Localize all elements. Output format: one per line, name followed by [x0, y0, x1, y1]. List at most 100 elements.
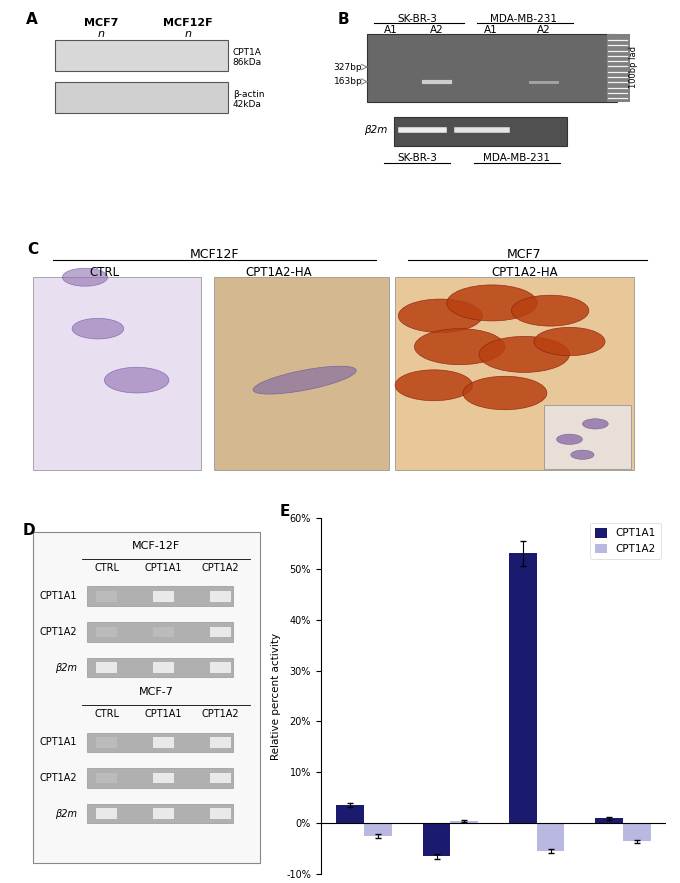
Text: MCF12F: MCF12F	[190, 247, 239, 260]
Circle shape	[395, 370, 473, 401]
Bar	[87, 586, 233, 606]
Bar	[210, 773, 231, 783]
Text: A: A	[26, 12, 38, 27]
Text: MDA-MB-231: MDA-MB-231	[483, 154, 550, 163]
Bar	[337, 805, 364, 823]
Bar	[87, 768, 233, 788]
Text: β2m: β2m	[55, 662, 78, 673]
Text: D: D	[23, 524, 35, 539]
Bar	[97, 627, 118, 638]
Circle shape	[479, 336, 570, 373]
Text: MCF12F: MCF12F	[163, 19, 213, 28]
Text: CPT1A1: CPT1A1	[145, 709, 182, 719]
Bar	[153, 773, 174, 783]
Text: n: n	[98, 29, 105, 39]
Text: CPT1A1: CPT1A1	[145, 562, 182, 573]
Text: CPT1A2: CPT1A2	[201, 709, 239, 719]
Text: CPT1A2: CPT1A2	[39, 627, 78, 637]
Circle shape	[447, 285, 537, 321]
Bar	[97, 591, 118, 601]
Bar	[210, 808, 231, 819]
Text: 163bp: 163bp	[334, 77, 362, 86]
Circle shape	[72, 319, 124, 339]
Bar	[395, 277, 634, 471]
Bar	[153, 627, 174, 638]
Bar	[87, 733, 233, 752]
Circle shape	[511, 295, 589, 326]
Bar	[97, 773, 118, 783]
Bar	[55, 40, 228, 72]
Text: CPT1A1: CPT1A1	[39, 592, 78, 601]
Text: B: B	[337, 12, 349, 27]
Bar	[623, 823, 651, 841]
Legend: CPT1A1, CPT1A2: CPT1A1, CPT1A2	[590, 523, 661, 559]
Bar	[596, 819, 623, 823]
Circle shape	[63, 268, 107, 286]
Bar	[607, 34, 630, 102]
Text: SK-BR-3: SK-BR-3	[397, 154, 437, 163]
Bar	[364, 823, 392, 836]
Text: SK-BR-3: SK-BR-3	[397, 14, 437, 24]
Text: 327bp: 327bp	[334, 63, 362, 72]
Bar	[55, 81, 228, 113]
Bar	[214, 277, 389, 471]
Text: CPT1A
86kDa: CPT1A 86kDa	[233, 48, 262, 67]
Text: A2: A2	[430, 25, 444, 34]
Circle shape	[398, 299, 482, 333]
Bar	[367, 34, 617, 102]
Bar	[153, 808, 174, 819]
Text: β-actin
42kDa: β-actin 42kDa	[233, 89, 265, 109]
Bar	[210, 591, 231, 601]
Text: CPT1A1: CPT1A1	[39, 737, 78, 747]
Circle shape	[556, 434, 583, 444]
Text: CTRL: CTRL	[89, 266, 120, 278]
Bar	[153, 591, 174, 601]
Bar	[87, 622, 233, 642]
Bar	[509, 554, 537, 823]
Bar	[394, 117, 566, 146]
Circle shape	[583, 419, 608, 429]
Circle shape	[571, 450, 594, 459]
Bar	[87, 658, 233, 677]
Circle shape	[414, 328, 505, 365]
Text: MCF7: MCF7	[507, 247, 541, 260]
Text: C: C	[27, 243, 38, 258]
Bar	[544, 404, 631, 469]
Text: MCF-7: MCF-7	[139, 688, 173, 698]
Text: CPT1A2-HA: CPT1A2-HA	[245, 266, 312, 278]
Text: CPT1A2-HA: CPT1A2-HA	[491, 266, 558, 278]
Text: E: E	[279, 503, 290, 518]
Bar	[97, 808, 118, 819]
Text: CPT1A2: CPT1A2	[201, 562, 239, 573]
Bar	[450, 820, 478, 823]
Text: β2m: β2m	[55, 809, 78, 819]
Bar	[87, 804, 233, 823]
Text: n: n	[184, 29, 192, 39]
Text: MCF7: MCF7	[84, 19, 118, 28]
Text: A1: A1	[384, 25, 398, 34]
Circle shape	[534, 328, 605, 356]
Bar	[210, 627, 231, 638]
Y-axis label: Relative percent activity: Relative percent activity	[271, 632, 281, 759]
Circle shape	[463, 376, 547, 410]
Bar	[97, 662, 118, 673]
Bar	[97, 737, 118, 748]
Bar	[423, 823, 450, 857]
Text: MDA-MB-231: MDA-MB-231	[490, 14, 557, 24]
Bar	[210, 662, 231, 673]
Bar	[210, 737, 231, 748]
Text: CTRL: CTRL	[95, 562, 119, 573]
Text: A1: A1	[483, 25, 497, 34]
Bar	[153, 662, 174, 673]
Text: A2: A2	[537, 25, 550, 34]
Text: β2m: β2m	[364, 125, 388, 135]
Text: CTRL: CTRL	[95, 709, 119, 719]
Ellipse shape	[253, 366, 356, 394]
Text: CPT1A2: CPT1A2	[39, 773, 78, 783]
Bar	[153, 737, 174, 748]
Circle shape	[105, 367, 169, 393]
Text: MCF-12F: MCF-12F	[132, 541, 180, 551]
Bar	[537, 823, 564, 851]
Bar	[33, 277, 201, 471]
Text: 100bp lad: 100bp lad	[629, 46, 638, 88]
